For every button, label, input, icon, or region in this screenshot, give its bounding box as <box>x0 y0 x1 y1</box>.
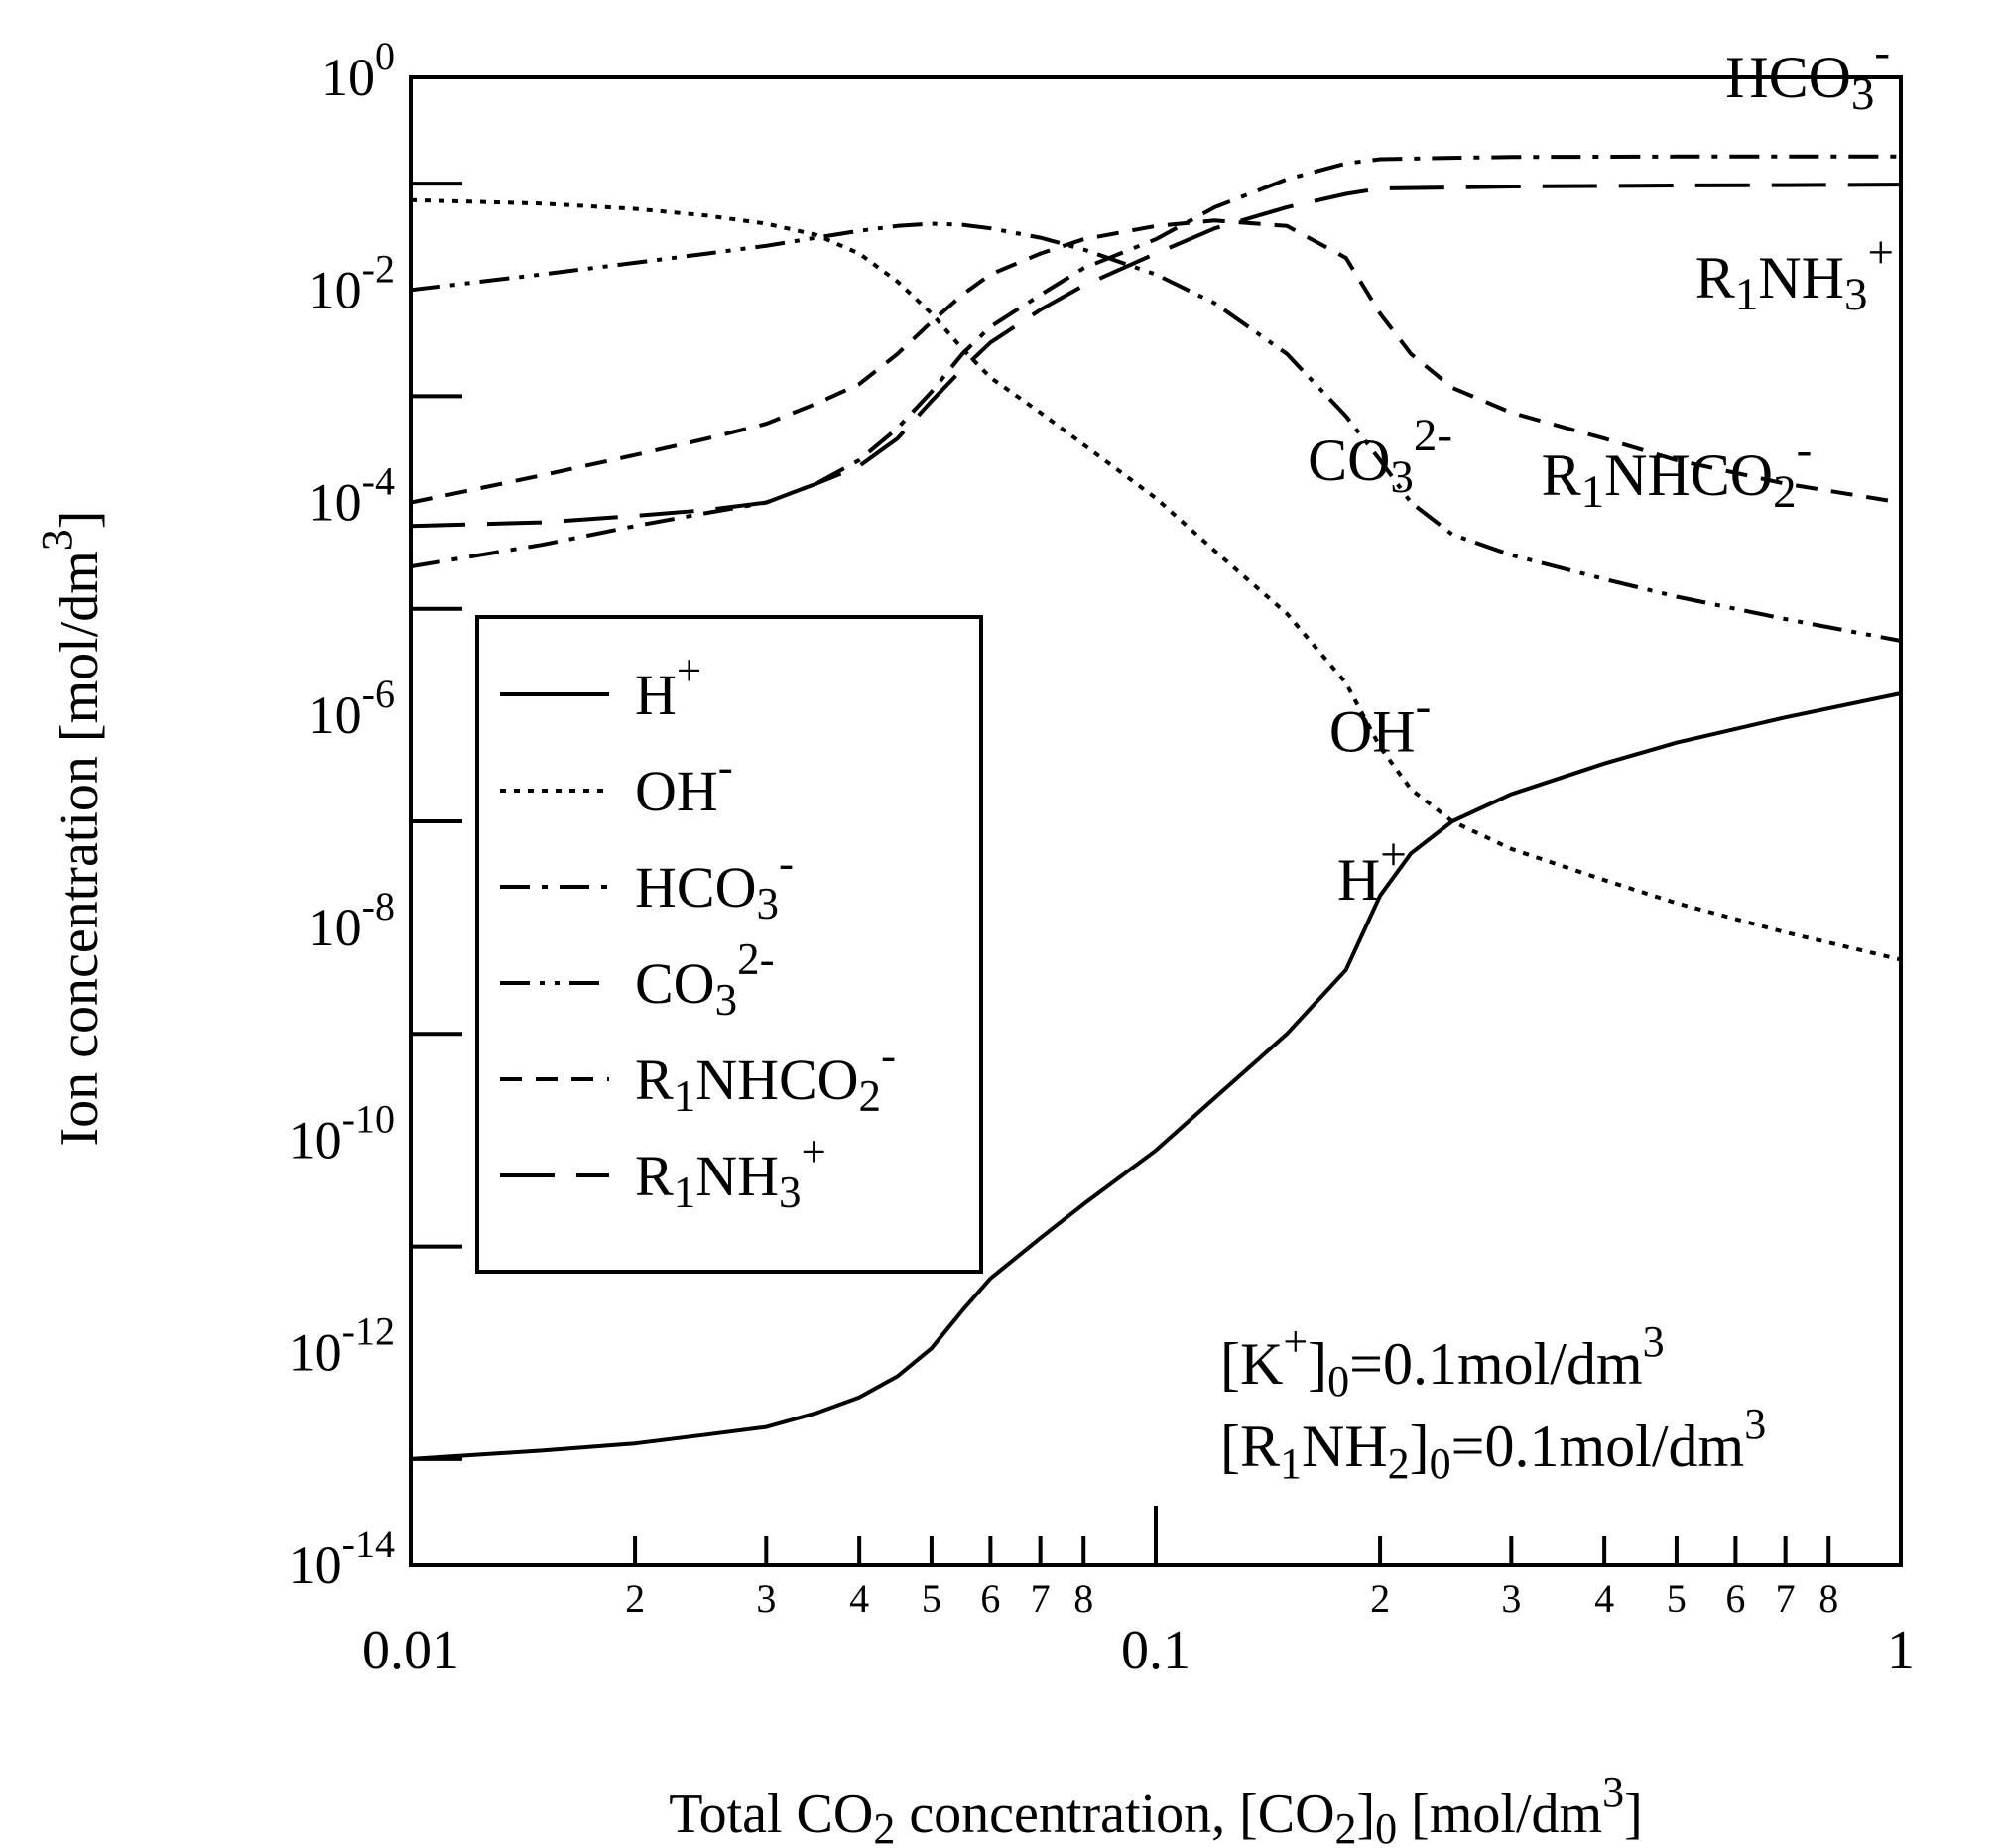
x-minor-tick-label: 4 <box>1594 1576 1614 1621</box>
plot-frame <box>409 75 1903 1567</box>
curve-label-carb: R1NHCO2- <box>1542 425 1813 518</box>
x-minor-tick-label: 6 <box>1725 1576 1745 1621</box>
curve-labels: HCO3- R1NH3+ CO32- R1NHCO2- OH- H+ <box>1308 27 1894 913</box>
x-axis-label: Total CO2 concentration, [CO2]0 [mol/dm3… <box>669 1768 1642 1848</box>
y-tick-label: 10-6 <box>309 672 395 745</box>
curve-label-oh: OH- <box>1329 680 1431 764</box>
x-minor-tick-label: 4 <box>849 1576 869 1621</box>
curve-label-hco3: HCO3- <box>1725 27 1890 120</box>
legend: H+ OH- HCO3-CO32-R1NHCO2-R1NH3+ <box>475 615 983 1274</box>
y-axis-label: Ion concentration [mol/dm3] <box>33 511 110 1147</box>
y-tick-label: 10-10 <box>289 1096 395 1170</box>
curve-label-amine: R1NH3+ <box>1695 227 1894 320</box>
x-minor-tick-label: 8 <box>1073 1576 1093 1621</box>
x-major-tick-label: 0.1 <box>1121 1620 1191 1681</box>
annotation-r: [R1NH2]0=0.1mol/dm3 <box>1220 1400 1766 1488</box>
x-minor-tick-label: 5 <box>1667 1576 1687 1621</box>
legend-label-co3: CO32- <box>635 934 775 1025</box>
y-tick-label: 10-4 <box>309 459 395 533</box>
x-minor-tick-label: 2 <box>1370 1576 1390 1621</box>
x-major-tick-label: 0.01 <box>362 1620 459 1681</box>
annotation-k: [K+]0=0.1mol/dm3 <box>1220 1317 1665 1406</box>
series-line-h <box>410 691 1902 1461</box>
series-line-carb <box>410 218 1902 505</box>
x-minor-tick-label: 8 <box>1818 1576 1838 1621</box>
x-minor-tick-label: 2 <box>625 1576 645 1621</box>
y-tick-label: 10-14 <box>289 1522 395 1595</box>
series-layer <box>410 154 1902 1461</box>
legend-label-carb: R1NHCO2- <box>635 1031 896 1121</box>
legend-label-hco3: HCO3- <box>635 838 794 928</box>
x-minor-tick-label: 3 <box>1501 1576 1521 1621</box>
y-tick-label: 10-12 <box>289 1309 395 1383</box>
y-axis-ticks: 100 10-2 10-4 10-6 10-8 10-10 10-12 10-14 <box>289 34 462 1595</box>
legend-box <box>475 615 983 1274</box>
x-minor-tick-label: 7 <box>1031 1576 1051 1621</box>
y-tick-label: 10-8 <box>309 884 395 957</box>
legend-label-amine: R1NH3+ <box>635 1127 826 1217</box>
x-axis-ticks: 0.01 0.1 12 3 4 5 6 7 8 2 3 4 5 6 7 8 <box>362 1506 1915 1681</box>
x-minor-tick-label: 7 <box>1776 1576 1796 1621</box>
x-minor-tick-label: 3 <box>756 1576 776 1621</box>
x-minor-tick-label: 6 <box>980 1576 1000 1621</box>
legend-label-oh: OH- <box>635 742 733 823</box>
x-major-tick-label: 1 <box>1887 1620 1915 1681</box>
series-line-oh <box>410 197 1902 962</box>
annotations: [K+]0=0.1mol/dm3[R1NH2]0=0.1mol/dm3 <box>1220 1317 1766 1488</box>
x-minor-tick-label: 5 <box>922 1576 941 1621</box>
y-tick-label: 100 <box>321 34 395 107</box>
series-line-amine <box>410 183 1902 529</box>
legend-label-h: H+ <box>635 646 701 727</box>
series-line-co3 <box>410 221 1902 643</box>
curve-label-co3: CO32- <box>1308 410 1452 503</box>
curve-label-h: H+ <box>1337 829 1407 913</box>
y-tick-label: 10-2 <box>309 246 395 319</box>
